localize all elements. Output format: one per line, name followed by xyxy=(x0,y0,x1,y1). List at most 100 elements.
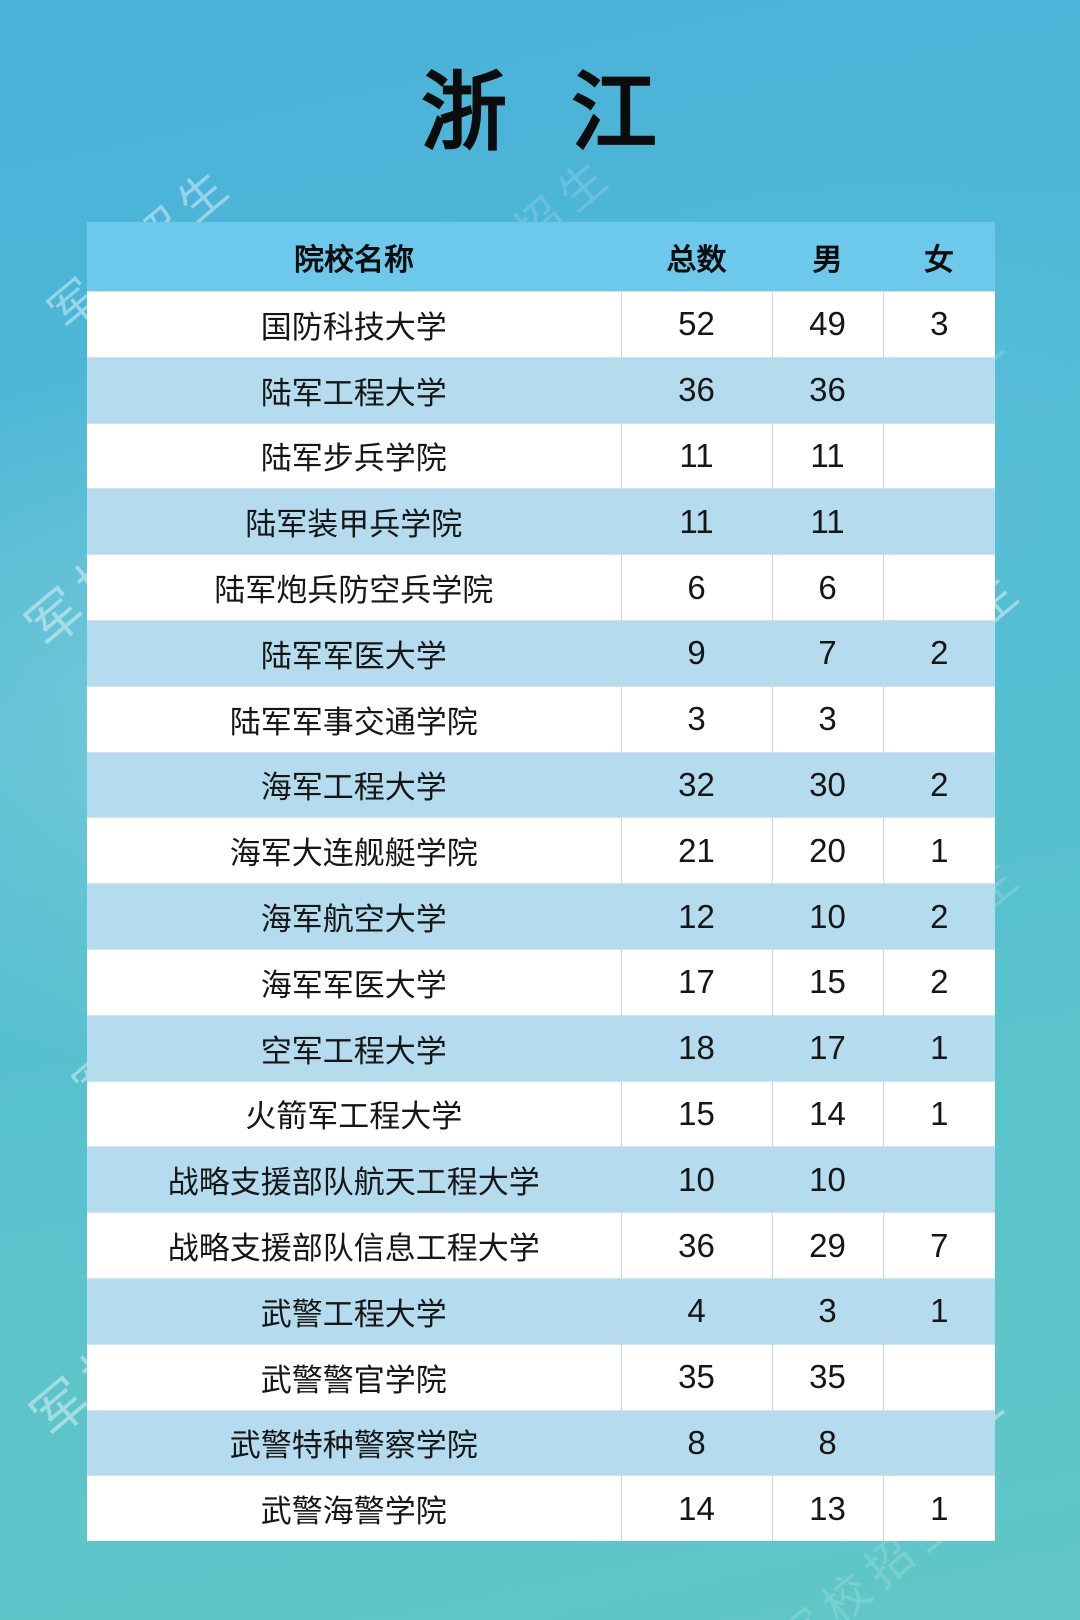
cell-male: 10 xyxy=(771,883,883,950)
cell-male: 35 xyxy=(771,1343,883,1411)
cell-female: 3 xyxy=(882,291,995,358)
column-header-female: 女 xyxy=(883,222,995,292)
table-row: 武警特种警察学院 8 8 xyxy=(87,1409,995,1476)
cell-school-name: 国防科技大学 xyxy=(87,291,621,358)
cell-total: 4 xyxy=(620,1277,772,1345)
cell-female xyxy=(882,685,995,753)
cell-school-name: 海军大连舰艇学院 xyxy=(87,817,621,884)
cell-total: 11 xyxy=(620,488,772,555)
table-row: 陆军军事交通学院 3 3 xyxy=(87,685,995,753)
cell-female: 1 xyxy=(882,1080,995,1147)
cell-school-name: 陆军军事交通学院 xyxy=(87,685,621,753)
cell-total: 35 xyxy=(620,1343,772,1411)
cell-male: 17 xyxy=(771,1014,883,1082)
table-row: 陆军军医大学 9 7 2 xyxy=(87,619,995,687)
cell-male: 14 xyxy=(771,1080,883,1147)
table-row: 武警警官学院 35 35 xyxy=(87,1343,995,1411)
cell-total: 36 xyxy=(620,1212,772,1279)
cell-male: 3 xyxy=(771,1277,883,1345)
table-row: 战略支援部队航天工程大学 10 10 xyxy=(87,1146,995,1213)
cell-school-name: 海军工程大学 xyxy=(87,751,621,818)
table-row: 海军大连舰艇学院 21 20 1 xyxy=(87,817,995,884)
column-header-total: 总数 xyxy=(621,222,772,292)
cell-school-name: 陆军军医大学 xyxy=(87,619,621,687)
cell-female xyxy=(882,554,995,621)
table-row: 海军工程大学 32 30 2 xyxy=(87,751,995,818)
cell-total: 8 xyxy=(620,1409,772,1476)
cell-total: 12 xyxy=(620,883,772,950)
cell-total: 36 xyxy=(620,356,772,424)
cell-total: 52 xyxy=(620,291,772,358)
cell-male: 13 xyxy=(771,1475,883,1542)
cell-female: 1 xyxy=(882,817,995,884)
cell-female: 1 xyxy=(882,1014,995,1082)
cell-total: 18 xyxy=(620,1014,772,1082)
cell-female xyxy=(882,422,995,489)
cell-school-name: 海军军医大学 xyxy=(87,948,621,1016)
column-header-school-name: 院校名称 xyxy=(87,222,621,292)
table-row: 陆军步兵学院 11 11 xyxy=(87,422,995,489)
cell-total: 15 xyxy=(620,1080,772,1147)
cell-total: 6 xyxy=(620,554,772,621)
cell-female: 2 xyxy=(882,883,995,950)
table-row: 海军航空大学 12 10 2 xyxy=(87,883,995,950)
cell-total: 10 xyxy=(620,1146,772,1213)
column-header-male: 男 xyxy=(772,222,883,292)
cell-school-name: 陆军工程大学 xyxy=(87,356,621,424)
cell-male: 11 xyxy=(771,422,883,489)
cell-school-name: 战略支援部队信息工程大学 xyxy=(87,1212,621,1279)
cell-male: 6 xyxy=(771,554,883,621)
cell-female xyxy=(882,488,995,555)
admissions-table: 院校名称 总数 男 女 国防科技大学 52 49 3 陆军工程大学 36 36 … xyxy=(87,222,995,1542)
cell-total: 9 xyxy=(620,619,772,687)
cell-total: 3 xyxy=(620,685,772,753)
cell-male: 30 xyxy=(771,751,883,818)
cell-school-name: 武警工程大学 xyxy=(87,1277,621,1345)
cell-total: 17 xyxy=(620,948,772,1016)
cell-school-name: 武警特种警察学院 xyxy=(87,1409,621,1476)
cell-male: 36 xyxy=(771,356,883,424)
table-row: 武警工程大学 4 3 1 xyxy=(87,1277,995,1345)
cell-male: 3 xyxy=(771,685,883,753)
table-row: 陆军工程大学 36 36 xyxy=(87,356,995,424)
cell-school-name: 陆军装甲兵学院 xyxy=(87,488,621,555)
cell-total: 21 xyxy=(620,817,772,884)
page-title: 浙 江 xyxy=(421,65,659,161)
table-row: 战略支援部队信息工程大学 36 29 7 xyxy=(87,1212,995,1279)
cell-male: 15 xyxy=(771,948,883,1016)
cell-female: 2 xyxy=(882,751,995,818)
table-header-row: 院校名称 总数 男 女 xyxy=(87,222,995,292)
table-row: 海军军医大学 17 15 2 xyxy=(87,948,995,1016)
cell-male: 10 xyxy=(771,1146,883,1213)
cell-female: 7 xyxy=(882,1212,995,1279)
cell-female: 2 xyxy=(882,948,995,1016)
table-row: 陆军装甲兵学院 11 11 xyxy=(87,488,995,555)
cell-school-name: 空军工程大学 xyxy=(87,1014,621,1082)
cell-female: 1 xyxy=(882,1277,995,1345)
cell-male: 49 xyxy=(771,291,883,358)
cell-female xyxy=(882,356,995,424)
cell-school-name: 海军航空大学 xyxy=(87,883,621,950)
cell-male: 29 xyxy=(771,1212,883,1279)
cell-female xyxy=(882,1409,995,1476)
cell-male: 8 xyxy=(771,1409,883,1476)
table-row: 空军工程大学 18 17 1 xyxy=(87,1014,995,1082)
cell-school-name: 武警海警学院 xyxy=(87,1475,621,1542)
cell-school-name: 陆军炮兵防空兵学院 xyxy=(87,554,621,621)
cell-male: 11 xyxy=(771,488,883,555)
table-row: 国防科技大学 52 49 3 xyxy=(87,291,995,358)
cell-total: 14 xyxy=(620,1475,772,1542)
cell-male: 7 xyxy=(771,619,883,687)
cell-total: 32 xyxy=(620,751,772,818)
cell-female xyxy=(882,1343,995,1411)
cell-female: 2 xyxy=(882,619,995,687)
cell-school-name: 战略支援部队航天工程大学 xyxy=(87,1146,621,1213)
cell-female: 1 xyxy=(882,1475,995,1542)
cell-school-name: 陆军步兵学院 xyxy=(87,422,621,489)
cell-school-name: 武警警官学院 xyxy=(87,1343,621,1411)
cell-female xyxy=(882,1146,995,1213)
cell-male: 20 xyxy=(771,817,883,884)
table-row: 武警海警学院 14 13 1 xyxy=(87,1475,995,1542)
cell-total: 11 xyxy=(620,422,772,489)
